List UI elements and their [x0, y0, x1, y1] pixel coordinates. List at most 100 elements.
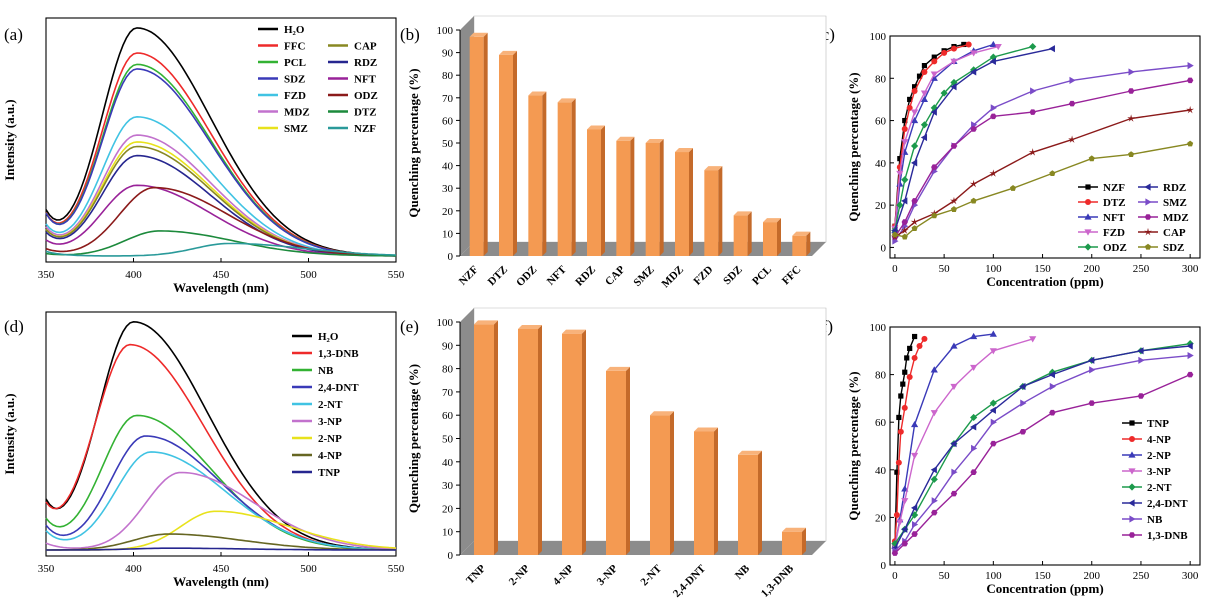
series-line-3	[45, 435, 397, 551]
data-point-7-9	[1127, 88, 1135, 94]
data-point-4-6	[989, 399, 997, 407]
series-line-1	[45, 343, 396, 551]
data-point-7-5	[970, 126, 977, 132]
data-point-5-2	[911, 159, 918, 167]
bar-front-1	[518, 328, 538, 555]
y-tick-label: 60	[875, 417, 887, 429]
data-point-7-8	[1049, 409, 1056, 416]
data-point-9-9	[1128, 151, 1135, 157]
y-tick-label: 100	[870, 31, 887, 43]
chart-panel-b: 0 10 20 30 40 50 60 70 80 90 100 NZF DTZ ODZ NFT RDZ CAP…	[406, 15, 827, 290]
bar-top-5	[616, 136, 635, 141]
bar-side-9	[747, 211, 752, 256]
legend-swatch-marker-6	[1145, 198, 1152, 206]
legend-label-7: 4-NP	[318, 450, 342, 462]
series-line-12	[45, 242, 397, 257]
series-line-1	[894, 338, 925, 542]
data-point-3-4	[930, 410, 938, 417]
legend-label-6: NB	[1147, 514, 1163, 526]
data-point-9-8	[1088, 155, 1095, 162]
data-point-7-5	[970, 469, 977, 475]
bar-front-7	[675, 152, 689, 256]
x-tick-label: 400	[125, 269, 142, 281]
bar-front-10	[763, 222, 777, 256]
data-point-6-9	[1128, 68, 1135, 76]
bar-front-9	[733, 215, 748, 256]
data-point-5-1	[901, 197, 908, 205]
data-point-3-3	[911, 452, 919, 460]
x-axis-label: Wavelength (nm)	[173, 574, 269, 589]
data-point-2-3	[911, 116, 919, 124]
data-point-7-1	[901, 540, 908, 547]
data-point-7-3	[931, 509, 938, 516]
data-point-0-6	[904, 355, 910, 361]
series-line-11	[45, 230, 397, 257]
data-point-1-5	[906, 373, 913, 380]
data-point-5-8	[1048, 45, 1055, 53]
bar-top-5	[694, 427, 718, 432]
bar-side-5	[630, 136, 635, 256]
data-point-4-5	[970, 413, 978, 422]
side-wall	[460, 308, 474, 555]
x-tick-label: 150	[1034, 263, 1051, 275]
bar-front-0	[474, 324, 494, 555]
data-point-3-2	[901, 498, 909, 505]
x-category-label-8: FZD	[691, 264, 715, 288]
data-point-2-7	[989, 330, 997, 337]
data-point-6-7	[1030, 87, 1037, 95]
data-point-0-5	[902, 369, 908, 375]
x-axis-label: Wavelength (nm)	[173, 280, 269, 295]
series-line-3	[45, 68, 396, 257]
x-tick-label: 550	[388, 269, 405, 281]
x-tick-label: 300	[1182, 570, 1199, 582]
legend-label-1: 1,3-DNB	[318, 348, 359, 360]
data-point-1-6	[931, 58, 938, 65]
data-point-3-1	[896, 170, 904, 178]
legend-label-6: SMZ	[1163, 197, 1187, 209]
data-point-9-10	[1187, 140, 1194, 147]
y-tick-label: 70	[442, 387, 454, 399]
data-point-7-4	[950, 143, 958, 149]
bar-side-1	[513, 50, 517, 256]
legend-swatch-marker-3	[1128, 468, 1136, 475]
legend-label-3: 2,4-DNT	[318, 382, 359, 394]
legend-label-8: RDZ	[354, 57, 377, 69]
data-point-7-1	[901, 219, 908, 225]
data-point-2-5	[950, 342, 958, 349]
y-tick-label: 70	[442, 93, 454, 105]
legend-label-0: H₂O	[284, 24, 305, 36]
series-line-4	[894, 343, 1191, 544]
legend-label-2: NB	[318, 365, 334, 377]
panel-label-e: (e)	[400, 317, 419, 336]
bar-top-8	[704, 166, 723, 171]
legend-label-3: FZD	[1103, 227, 1125, 239]
y-tick-label: 0	[448, 550, 454, 562]
bar-side-7	[689, 148, 693, 256]
legend-label-7: MDZ	[1163, 212, 1189, 224]
data-point-8-4	[950, 196, 958, 205]
data-point-0-2	[896, 414, 902, 421]
legend-swatch-marker-5	[1128, 499, 1135, 507]
x-category-label-11: FFC	[780, 264, 804, 288]
legend-swatch-marker-7	[1144, 214, 1152, 220]
data-point-5-1	[901, 525, 908, 533]
data-point-2-4	[920, 95, 929, 103]
legend-swatch-marker-5	[1144, 183, 1151, 191]
bar-side-7	[802, 527, 806, 555]
series-line-6	[894, 354, 1191, 552]
bar-front-6	[645, 143, 660, 256]
x-tick-label: 250	[1133, 570, 1150, 582]
series-line-10	[45, 186, 397, 257]
legend-label-4: 2-NT	[1147, 482, 1172, 494]
data-point-4-6	[940, 89, 948, 97]
y-tick-label: 20	[442, 503, 454, 515]
y-axis-label: Quenching percentage (%)	[846, 371, 861, 520]
bar-front-0	[469, 36, 484, 256]
y-tick-label: 100	[870, 322, 887, 334]
x-tick-label: 500	[300, 563, 317, 575]
y-axis-label: Quenching percentage (%)	[406, 68, 421, 217]
data-point-0-2	[902, 117, 908, 124]
data-point-0-6	[921, 63, 928, 69]
data-point-4-10	[1029, 42, 1037, 51]
data-point-8-1	[900, 226, 909, 234]
